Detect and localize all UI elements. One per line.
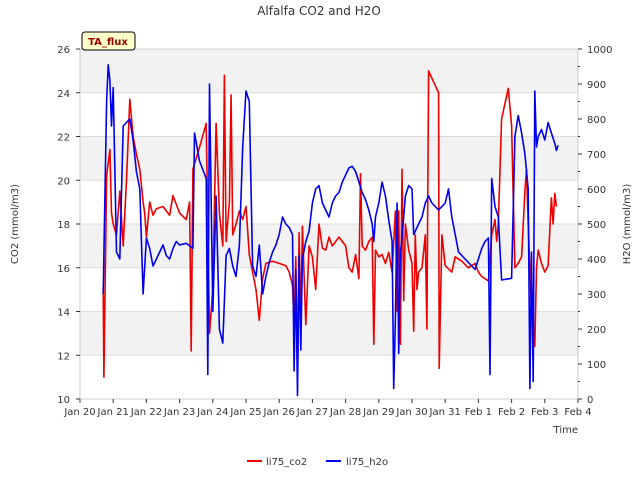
x-tick-label: Jan 24 bbox=[196, 407, 228, 418]
grid-band bbox=[80, 311, 578, 356]
x-tick-label: Jan 20 bbox=[63, 407, 95, 418]
x-axis-ticks: Jan 20 Jan 21 Jan 22 Jan 23 Jan 24 Jan 25 Jan … bbox=[63, 399, 592, 418]
x-axis-label: Time bbox=[553, 425, 578, 436]
ta-flux-badge: TA_flux bbox=[81, 31, 136, 51]
legend: li75_co2 li75_h2o bbox=[247, 457, 388, 468]
x-tick-label: Jan 27 bbox=[296, 407, 328, 418]
x-tick-label: Jan 28 bbox=[329, 407, 361, 418]
series-lines bbox=[102, 64, 559, 397]
y-left-tick-label: 12 bbox=[57, 351, 70, 362]
y-left-tick-label: 24 bbox=[57, 89, 70, 100]
y-left-tick-label: 14 bbox=[57, 308, 70, 319]
x-tick-label: Jan 26 bbox=[263, 407, 295, 418]
x-tick-label: Feb 4 bbox=[564, 407, 591, 418]
grid-band bbox=[80, 49, 578, 93]
series-line-li75_co2 bbox=[102, 70, 558, 378]
x-tick-label: Jan 25 bbox=[229, 407, 261, 418]
y-right-tick-label: 300 bbox=[587, 290, 606, 301]
x-tick-label: Jan 23 bbox=[163, 407, 195, 418]
y-right-tick-label: 0 bbox=[587, 395, 593, 406]
y-right-tick-label: 600 bbox=[587, 185, 606, 196]
x-tick-label: Feb 2 bbox=[498, 407, 525, 418]
y-right-tick-label: 500 bbox=[587, 220, 606, 231]
x-tick-label: Jan 31 bbox=[429, 407, 461, 418]
x-tick-label: Jan 29 bbox=[362, 407, 394, 418]
y-left-tick-label: 22 bbox=[57, 133, 70, 144]
y-right-tick-label: 400 bbox=[587, 255, 606, 266]
legend-label-h2o: li75_h2o bbox=[346, 457, 388, 468]
y-right-tick-label: 900 bbox=[587, 80, 606, 91]
x-tick-label: Feb 1 bbox=[465, 407, 492, 418]
grid-band bbox=[80, 136, 578, 181]
y-right-tick-label: 200 bbox=[587, 325, 606, 336]
background-bands bbox=[80, 49, 578, 356]
y-left-tick-label: 16 bbox=[57, 264, 70, 275]
y-right-tick-label: 800 bbox=[587, 115, 606, 126]
x-tick-label: Feb 3 bbox=[531, 407, 558, 418]
y-right-tick-label: 700 bbox=[587, 150, 606, 161]
chart-title: Alfalfa CO2 and H2O bbox=[257, 4, 381, 18]
y-left-tick-label: 18 bbox=[57, 220, 70, 231]
ta-flux-label: TA_flux bbox=[88, 37, 128, 48]
y-axis-right-label: H2O (mmol/m3) bbox=[622, 184, 633, 265]
y-axis-left-label: CO2 (mmol/m3) bbox=[10, 184, 21, 264]
y-left-tick-label: 10 bbox=[57, 395, 70, 406]
x-tick-label: Jan 22 bbox=[130, 407, 162, 418]
y-axis-left-ticks: 10 12 14 16 18 20 22 24 26 bbox=[57, 45, 80, 406]
legend-label-co2: li75_co2 bbox=[266, 457, 307, 468]
y-axis-right-ticks: 0 100 200 300 400 500 600 700 800 900 1000 bbox=[578, 45, 612, 406]
y-left-tick-label: 26 bbox=[57, 45, 70, 56]
x-tick-label: Jan 30 bbox=[395, 407, 427, 418]
x-tick-label: Jan 21 bbox=[97, 407, 129, 418]
series-line-li75_h2o bbox=[102, 64, 559, 397]
y-right-tick-label: 1000 bbox=[587, 45, 612, 56]
y-left-tick-label: 20 bbox=[57, 176, 70, 187]
y-right-tick-label: 100 bbox=[587, 360, 606, 371]
